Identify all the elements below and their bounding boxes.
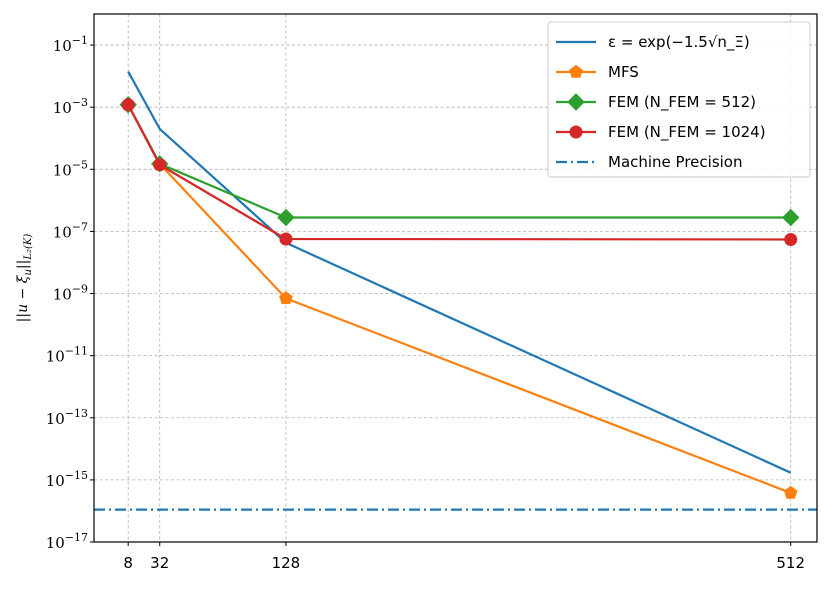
series-line	[127, 71, 792, 474]
plot-frame	[93, 13, 818, 543]
x-tick-label: 512	[776, 554, 805, 572]
y-tick-label: 10−15	[46, 469, 88, 490]
series-line	[127, 104, 791, 241]
legend-marker	[569, 64, 583, 78]
legend-marker	[569, 125, 583, 139]
y-axis-label-text: ||u − ξu||L₂(K)	[15, 234, 34, 323]
data-point-marker	[783, 485, 798, 499]
data-point-marker	[121, 98, 135, 112]
legend-label: FEM (N_FEM = 512)	[608, 93, 756, 112]
data-point-marker	[277, 208, 295, 227]
legend-entry[interactable]: Machine Precision	[556, 153, 743, 171]
legend[interactable]: ε = exp(−1.5√n_Ξ) MFS FEM (N_FEM = 512) FEM…	[547, 21, 811, 178]
data-point-marker	[279, 232, 293, 246]
x-tick-label: 128	[272, 554, 301, 572]
legend-entry[interactable]: FEM (N_FEM = 1024)	[556, 123, 766, 142]
legend-label: FEM (N_FEM = 1024)	[608, 123, 766, 142]
data-point-marker	[782, 208, 800, 227]
x-tick-label: 8	[123, 554, 133, 572]
y-tick-label: 10−11	[46, 345, 88, 366]
y-axis-label: ||u − ξu||L₂(K)	[15, 234, 34, 323]
y-tick-label: 10−13	[46, 407, 88, 428]
y-tick-label: 10−9	[53, 283, 88, 304]
y-tick-label: 10−3	[53, 96, 88, 117]
legend-entry[interactable]: ε = exp(−1.5√n_Ξ)	[556, 33, 750, 52]
legend-entry[interactable]: MFS	[556, 63, 639, 81]
legend-box	[547, 21, 811, 178]
data-point-marker	[784, 232, 798, 246]
legend-label: ε = exp(−1.5√n_Ξ)	[608, 33, 750, 52]
data-point-marker	[279, 291, 293, 305]
series-3	[121, 98, 798, 246]
legend-entry[interactable]: FEM (N_FEM = 512)	[556, 93, 756, 112]
ticks: 8 32 128 512 10−1 10−3 10−5 10−7 10−9 10−11 10−13 1…	[46, 34, 805, 572]
legend-marker	[567, 93, 585, 111]
y-tick-label: 10−1	[53, 34, 88, 55]
y-tick-label: 10−17	[46, 531, 88, 552]
series-layer	[94, 71, 817, 511]
legend-label: Machine Precision	[608, 153, 743, 171]
y-tick-label: 10−7	[53, 220, 88, 241]
series-0	[127, 71, 792, 474]
y-tick-label: 10−5	[53, 158, 88, 179]
legend-label: MFS	[608, 63, 639, 81]
x-tick-label: 32	[150, 554, 169, 572]
data-point-marker	[153, 158, 167, 172]
